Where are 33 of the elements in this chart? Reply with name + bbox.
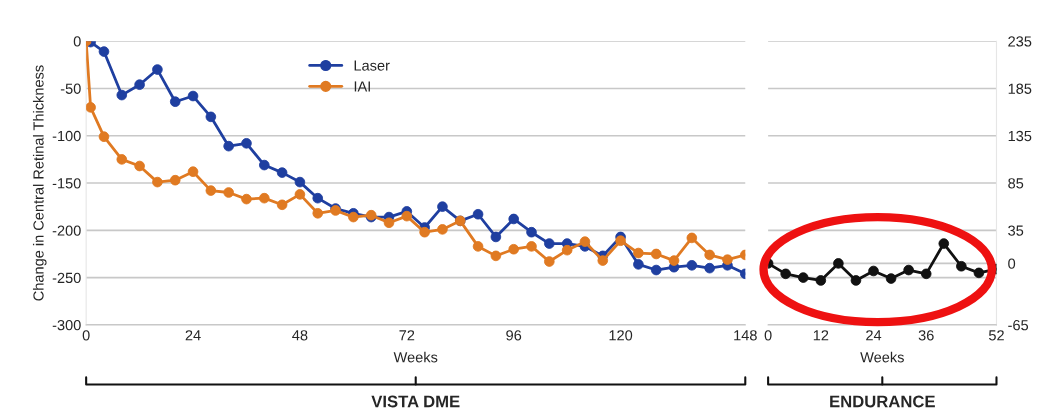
x-tick-label: 48 bbox=[292, 330, 308, 341]
y-tick-label: 185 bbox=[1008, 83, 1032, 94]
x-tick-label: 72 bbox=[399, 330, 415, 341]
x-axis-title: Weeks bbox=[860, 351, 904, 363]
x-tick-label: 0 bbox=[764, 330, 772, 341]
x-tick-label: 36 bbox=[918, 330, 934, 341]
y-axis-title: Change in Central Retinal Thickness bbox=[32, 65, 47, 301]
y-tick-label: -50 bbox=[60, 83, 81, 94]
x-axis-title: Weeks bbox=[393, 351, 438, 363]
x-tick-label: 12 bbox=[813, 330, 829, 341]
x-tick-label: 96 bbox=[506, 330, 522, 341]
x-tick-label: 24 bbox=[866, 330, 882, 341]
y-tick-label: 135 bbox=[1008, 130, 1032, 142]
y-tick-label: 35 bbox=[1008, 225, 1024, 236]
legend-label: IAI bbox=[354, 81, 370, 92]
y-tick-label: -150 bbox=[52, 178, 81, 189]
y-tick-label: 85 bbox=[1008, 178, 1024, 189]
y-tick-label: -200 bbox=[52, 225, 81, 236]
legend-label: Laser bbox=[354, 60, 390, 71]
text: ENDURANCE bbox=[830, 395, 935, 408]
text: VISTA DME bbox=[371, 395, 460, 408]
x-tick-label: 0 bbox=[82, 330, 90, 341]
x-tick-label: 52 bbox=[988, 330, 1004, 341]
x-tick-label: 24 bbox=[185, 330, 201, 341]
y-tick-label: -300 bbox=[52, 320, 81, 331]
y-tick-label: 0 bbox=[1008, 258, 1016, 269]
y-tick-label: 235 bbox=[1008, 36, 1032, 47]
x-tick-label: 148 bbox=[734, 330, 757, 341]
y-tick-label: -250 bbox=[52, 272, 81, 284]
y-tick-label: -100 bbox=[52, 130, 81, 142]
y-tick-label: -65 bbox=[1008, 320, 1029, 331]
y-tick-label: 0 bbox=[73, 36, 81, 47]
x-tick-label: 120 bbox=[609, 330, 633, 341]
